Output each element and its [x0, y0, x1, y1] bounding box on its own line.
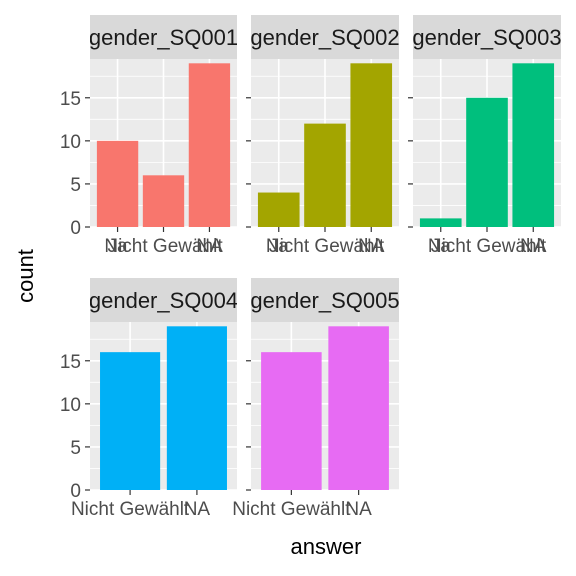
y-tick-label: 5: [70, 175, 81, 196]
x-tick-label: Nicht Gewählt: [266, 236, 385, 257]
bar: [304, 123, 346, 227]
x-tick-label: NA: [358, 236, 385, 257]
y-tick-label: 0: [70, 481, 81, 502]
x-tick-label: NA: [345, 499, 372, 520]
x-tick-label: Nicht Gewählt: [104, 236, 223, 257]
y-tick-label: 15: [60, 89, 81, 110]
bar: [328, 326, 389, 490]
bar: [100, 352, 161, 490]
facet-strip-title: gender_SQ003: [412, 25, 561, 50]
facet-strip-title: gender_SQ005: [250, 288, 399, 313]
y-tick-label: 5: [70, 438, 81, 459]
x-tick-label: Ja: [269, 236, 290, 257]
x-axis-title: answer: [291, 534, 362, 559]
facet-strip-title: gender_SQ004: [89, 288, 238, 313]
facet-strip: [251, 278, 399, 322]
facet-strip-title: gender_SQ001: [89, 25, 238, 50]
facet-strip: [90, 15, 237, 59]
x-tick-label: Nicht Gewählt: [232, 499, 351, 520]
bar: [466, 97, 508, 228]
x-tick-label: NA: [184, 499, 211, 520]
y-tick-label: 0: [70, 218, 81, 239]
x-tick-label: Nicht Gewählt: [428, 236, 547, 257]
facet-strip-title: gender_SQ002: [250, 25, 399, 50]
bar: [188, 63, 231, 227]
x-tick-label: NA: [196, 236, 223, 257]
bar: [512, 63, 555, 227]
facet-strip: [413, 15, 561, 59]
y-axis-title: count: [13, 249, 38, 303]
facet-strip: [90, 278, 237, 322]
y-tick-label: 10: [60, 395, 81, 416]
bar: [142, 175, 185, 227]
y-tick-label: 15: [60, 352, 81, 373]
x-tick-label: Ja: [108, 236, 129, 257]
y-tick-label: 10: [60, 132, 81, 153]
facet-strip: [251, 15, 399, 59]
x-tick-label: Nicht Gewählt: [71, 499, 190, 520]
bar: [96, 140, 139, 227]
x-tick-label: Ja: [431, 236, 452, 257]
bar: [166, 326, 227, 490]
x-tick-label: NA: [520, 236, 547, 257]
bar: [257, 192, 300, 227]
bar: [261, 352, 322, 490]
bar: [350, 63, 393, 227]
bar: [419, 218, 462, 227]
